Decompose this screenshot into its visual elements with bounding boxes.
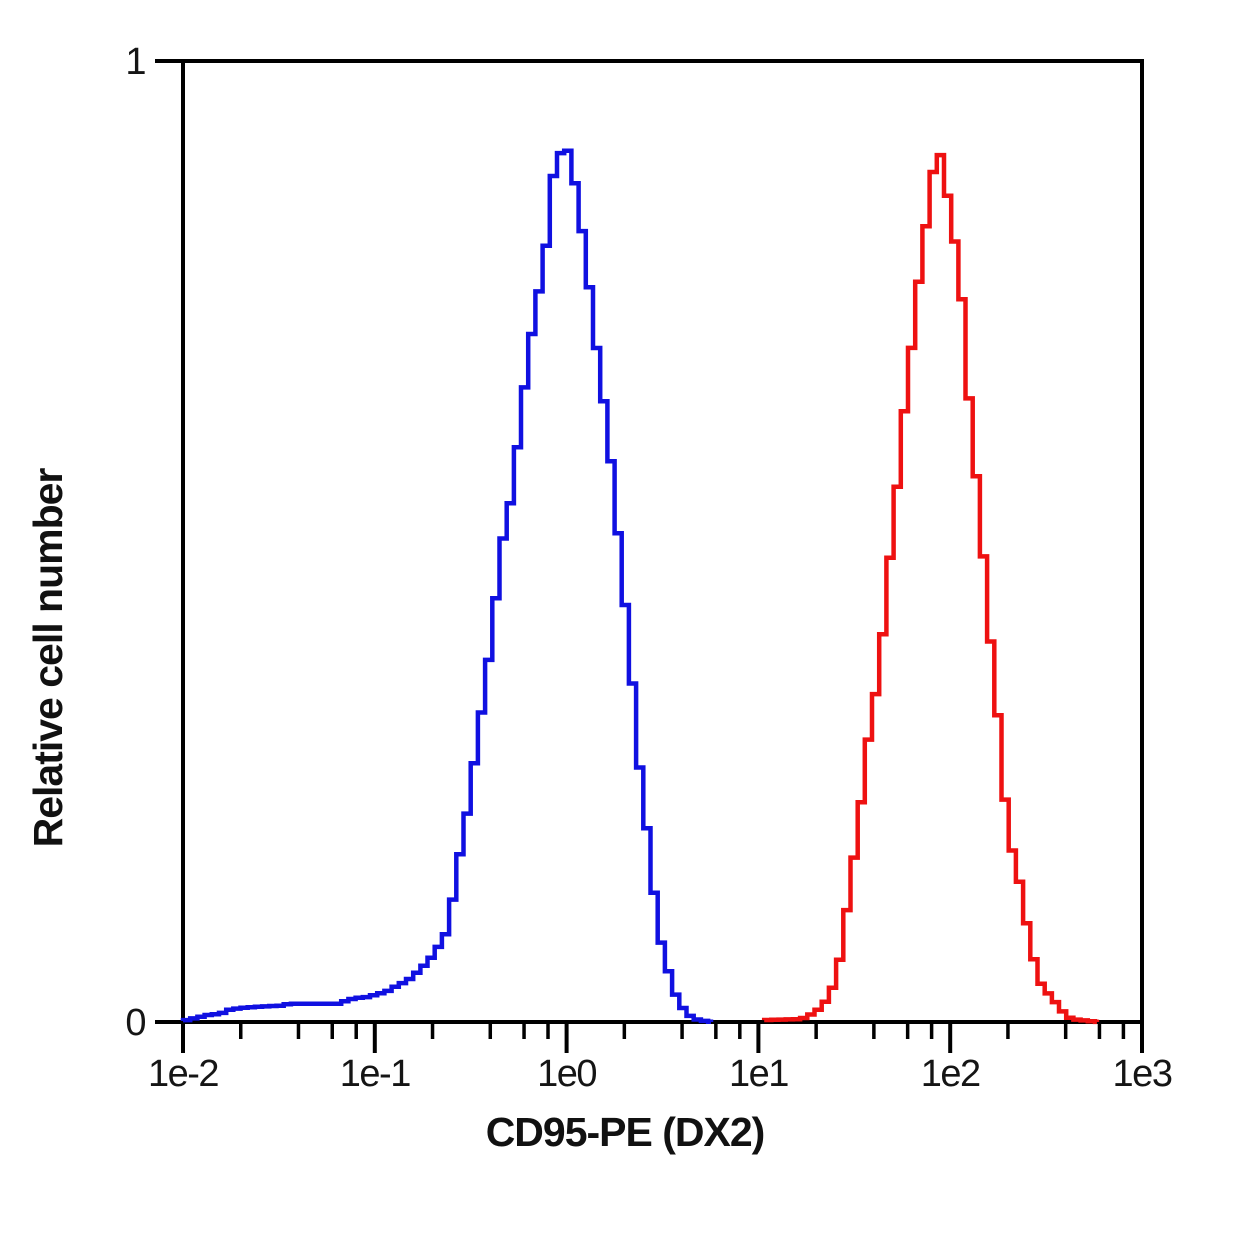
x-tick-label-1e-2: 1e-2 xyxy=(148,1053,218,1095)
plot-frame xyxy=(181,59,1144,1024)
y-axis-title: Relative cell number xyxy=(25,468,71,848)
x-tick-label-1e0: 1e0 xyxy=(537,1053,596,1095)
x-axis-ticks xyxy=(181,1022,1144,1053)
histogram-curves xyxy=(180,148,1100,1025)
y-axis-ticks xyxy=(155,59,183,1024)
y-axis-tick-labels: 01 xyxy=(125,41,147,1044)
x-tick-label-1e-1: 1e-1 xyxy=(340,1053,410,1095)
x-axis-tick-labels: 1e-2 1e-1 1e0 1e1 1e2 1e3 xyxy=(148,1053,1173,1095)
x-axis-title: CD95-PE (DX2) xyxy=(486,1109,765,1155)
series-curve-red xyxy=(761,152,1100,1025)
x-tick-label-1e2: 1e2 xyxy=(921,1053,980,1095)
x-tick-label-1e1: 1e1 xyxy=(729,1053,788,1095)
y-tick-label-0: 0 xyxy=(125,1002,145,1044)
y-tick-label-1: 1 xyxy=(125,41,145,83)
series-curve-blue xyxy=(180,148,714,1025)
x-tick-label-1e3: 1e3 xyxy=(1113,1053,1172,1095)
